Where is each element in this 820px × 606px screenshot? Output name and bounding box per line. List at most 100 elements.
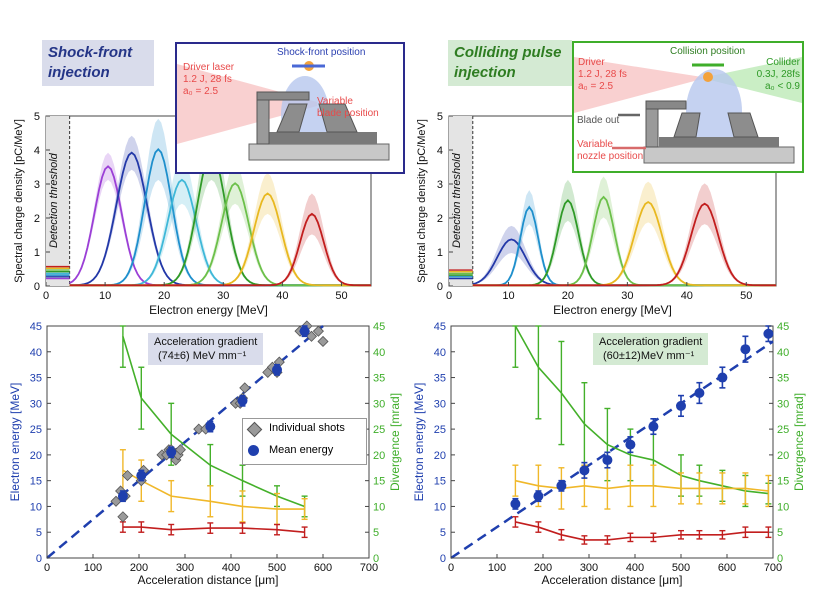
y-tick-label: 10 — [434, 501, 446, 513]
right-panel-title: Colliding pulse injection — [448, 40, 572, 86]
y-axis-label: Spectral charge density [pC/MeV] — [13, 119, 25, 283]
left-panel-title: Shock-front injection — [42, 40, 154, 86]
x-tick-label: 100 — [488, 562, 506, 574]
y2-tick-label: 0 — [777, 553, 783, 565]
x-tick-label: 30 — [621, 290, 633, 302]
mean-energy-point — [166, 447, 177, 458]
driver-laser-beam — [574, 57, 702, 113]
detection-threshold-region — [449, 116, 473, 286]
y-tick-label: 5 — [437, 111, 443, 123]
y-tick-label: 30 — [30, 398, 42, 410]
y2-tick-label: 15 — [373, 476, 385, 488]
nozzle-right — [727, 112, 759, 138]
nozzle-base — [659, 137, 779, 147]
detection-threshold-region — [46, 116, 70, 286]
mean-energy-point — [602, 455, 613, 466]
mean-energy-point — [272, 364, 282, 375]
y-tick-label: 3 — [34, 179, 40, 191]
inset-right-nozzle-label2: nozzle position — [577, 151, 644, 162]
y-tick-label: 0 — [440, 553, 446, 565]
nozzle-left — [673, 112, 701, 138]
gradient-left-line2: (74±6) MeV mm⁻¹ — [158, 350, 247, 362]
y2-tick-label: 10 — [373, 501, 385, 513]
x-tick-label: 50 — [335, 290, 347, 302]
y-tick-label: 4 — [437, 145, 443, 157]
y2-axis-label: Divergence [mrad] — [388, 393, 402, 491]
y-tick-label: 40 — [30, 347, 42, 359]
y-tick-label: 2 — [34, 213, 40, 225]
mean-energy-point — [117, 491, 128, 502]
inset-left-blade-label1: Variable — [317, 96, 353, 107]
x-tick-label: 700 — [764, 562, 782, 574]
divergence_green-line — [514, 325, 769, 495]
scan-legend-left: Individual shots Mean energy — [242, 418, 367, 465]
mean-energy-point — [763, 328, 774, 339]
y-axis-label: Electron energy [MeV] — [412, 383, 426, 502]
x-tick-label: 500 — [268, 562, 286, 574]
y2-tick-label: 5 — [373, 527, 379, 539]
y-tick-label: 35 — [30, 373, 42, 385]
x-tick-label: 0 — [448, 562, 454, 574]
y-tick-label: 0 — [437, 281, 443, 293]
y-tick-label: 4 — [34, 145, 40, 157]
individual-shot-point — [317, 335, 329, 348]
inset-right-nozzle-label1: Variable — [577, 139, 613, 150]
y-tick-label: 25 — [30, 424, 42, 436]
x-tick-label: 50 — [740, 290, 752, 302]
y2-tick-label: 30 — [373, 398, 385, 410]
inset-left-position-label: Shock-front position — [277, 47, 366, 58]
x-axis-label: Acceleration distance [μm] — [138, 573, 279, 587]
gradient-right-line2: (60±12)MeV mm⁻¹ — [603, 350, 695, 362]
y-tick-label: 0 — [36, 553, 42, 565]
mean-energy-point — [205, 421, 216, 432]
x-tick-label: 100 — [84, 562, 102, 574]
nozzle-right — [318, 103, 358, 133]
y-axis-label: Spectral charge density [pC/MeV] — [416, 119, 428, 283]
y-tick-label: 1 — [437, 247, 443, 259]
x-tick-label: 20 — [158, 290, 170, 302]
mean-energy-point — [136, 470, 147, 481]
x-tick-label: 0 — [446, 290, 452, 302]
x-tick-label: 20 — [562, 290, 574, 302]
detection-threshold-label: Detection threshold — [451, 152, 463, 248]
y2-tick-label: 30 — [777, 398, 789, 410]
x-tick-label: 700 — [360, 562, 378, 574]
y-tick-label: 35 — [434, 373, 446, 385]
setup-inset-left: Driver laser 1.2 J, 28 fs a₀ = 2.5 Shock… — [175, 42, 405, 174]
optical-table — [643, 146, 795, 164]
x-tick-label: 400 — [222, 562, 240, 574]
y2-tick-label: 15 — [777, 476, 789, 488]
y-tick-label: 20 — [434, 450, 446, 462]
y-tick-label: 2 — [437, 213, 443, 225]
inset-left-driver-a0: a₀ = 2.5 — [183, 86, 219, 97]
right-title-line1: Colliding pulse — [454, 44, 562, 61]
mean-energy-point — [579, 465, 590, 476]
nozzle-left — [276, 103, 308, 133]
y2-tick-label: 10 — [777, 501, 789, 513]
y-tick-label: 0 — [34, 281, 40, 293]
gradient-right-line1: Acceleration gradient — [599, 336, 703, 348]
y2-tick-label: 35 — [373, 373, 385, 385]
y-tick-label: 15 — [30, 476, 42, 488]
y2-tick-label: 45 — [373, 321, 385, 333]
mean-energy-marker-icon — [248, 445, 259, 456]
y-tick-label: 1 — [34, 247, 40, 259]
individual-shot-marker-icon — [246, 421, 263, 438]
mean-energy-point — [556, 480, 567, 491]
y-tick-label: 30 — [434, 398, 446, 410]
detection-threshold-label: Detection threshold — [48, 152, 60, 248]
y2-tick-label: 20 — [373, 450, 385, 462]
x-tick-label: 0 — [43, 290, 49, 302]
mean-energy-point — [510, 498, 521, 509]
gradient-box-right: Acceleration gradient (60±12)MeV mm⁻¹ — [593, 333, 709, 365]
individual-shot-point — [239, 382, 251, 394]
x-tick-label: 600 — [718, 562, 736, 574]
individual-shot-point — [117, 511, 129, 523]
inset-right-blade-label: Blade out — [577, 115, 620, 126]
x-tick-label: 40 — [681, 290, 693, 302]
x-tick-label: 200 — [130, 562, 148, 574]
spectrum-line — [69, 212, 372, 287]
mean-energy-point — [676, 400, 686, 411]
y-tick-label: 45 — [30, 321, 42, 333]
spectrum-band — [69, 193, 372, 286]
